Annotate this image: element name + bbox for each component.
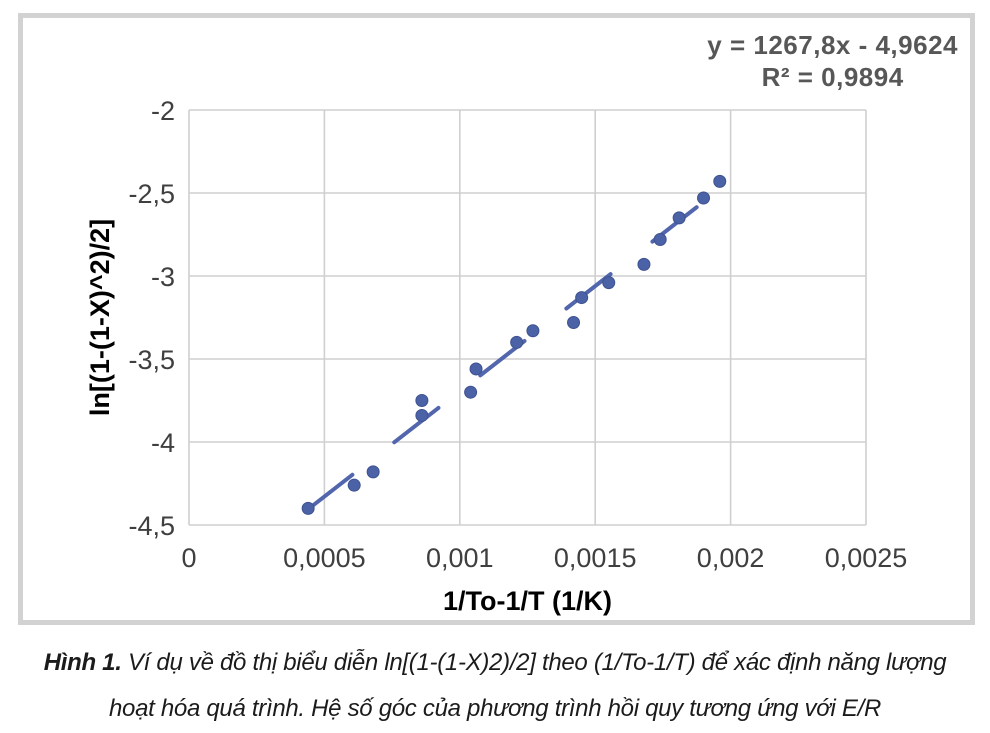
data-point: [510, 335, 524, 349]
y-axis-tick-label: -4,5: [128, 511, 175, 541]
x-axis-tick-label: 0,002: [697, 543, 765, 573]
data-point: [347, 478, 361, 492]
data-point: [301, 501, 315, 515]
data-point: [567, 315, 581, 329]
caption-line-2: hoạt hóa quá trình. Hệ số góc của phương…: [108, 695, 882, 723]
chart-frame: [18, 13, 975, 625]
x-axis-tick-label: 0,001: [426, 543, 494, 573]
y-axis-tick-label: -2: [151, 96, 175, 126]
y-axis-tick-label: -3: [151, 262, 175, 292]
data-point: [366, 465, 380, 479]
data-point: [653, 232, 667, 246]
caption-line-1: Hình 1. Ví dụ về đồ thị biểu diễn ln[(1-…: [0, 640, 990, 686]
data-point: [637, 257, 651, 271]
data-point: [575, 291, 589, 305]
data-point: [415, 394, 429, 407]
data-point: [672, 211, 686, 225]
figure-number-label: Hình 1.: [43, 649, 122, 676]
y-axis-title: ln[(1-(1-X)^2)/2]: [85, 219, 115, 416]
x-axis-tick-label: 0,0015: [554, 543, 637, 573]
x-axis-title: 1/To-1/T (1/K): [443, 586, 612, 616]
data-point: [602, 276, 616, 290]
figure-caption: Hình 1. Ví dụ về đồ thị biểu diễn ln[(1-…: [0, 640, 990, 732]
data-point: [713, 174, 727, 188]
y-axis-tick-label: -4: [151, 428, 175, 458]
trendline-equation: y = 1267,8x - 4,9624 R² = 0,9894: [707, 30, 958, 93]
y-axis-tick-label: -2,5: [128, 179, 175, 209]
x-axis-tick-label: 0,0005: [283, 543, 366, 573]
data-point: [526, 324, 540, 338]
data-point: [469, 362, 483, 376]
caption-line-1-text: Ví dụ về đồ thị biểu diễn ln[(1-(1-X)2)/…: [121, 649, 947, 676]
data-point: [464, 385, 478, 399]
data-point: [697, 191, 711, 205]
scatter-chart: -2 -2,5 -3 -3,5 -4 -4,50 0,0005 0,001 0,0015 0,00…: [85, 96, 908, 616]
r-squared-text: R² = 0,9894: [761, 61, 904, 92]
equation-text: y = 1267,8x - 4,9624: [707, 30, 958, 60]
data-point: [415, 408, 429, 422]
y-axis-tick-label: -3,5: [128, 345, 175, 375]
x-axis-tick-label: 0: [181, 543, 196, 573]
x-axis-tick-label: 0,0025: [825, 543, 908, 573]
